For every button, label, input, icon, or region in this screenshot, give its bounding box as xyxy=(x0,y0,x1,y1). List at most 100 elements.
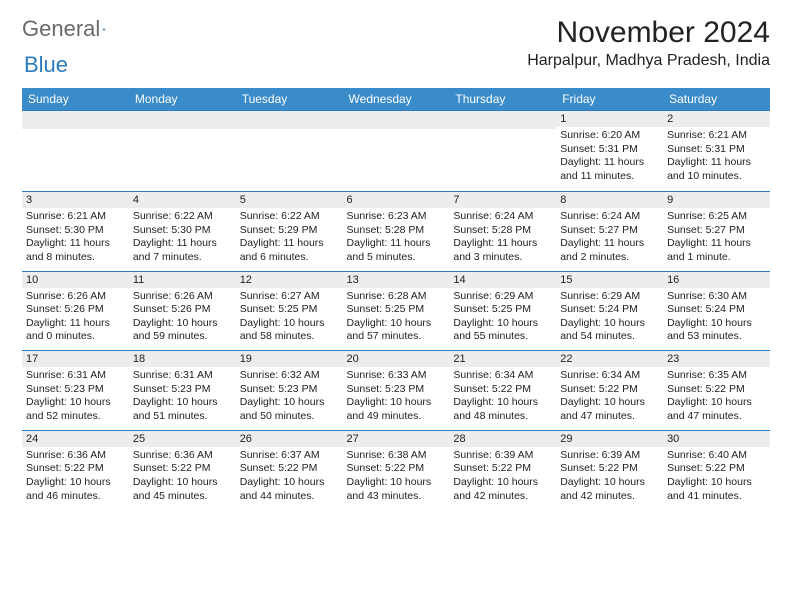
calendar-page: General November 2024 Harpalpur, Madhya … xyxy=(0,0,792,509)
sunset-line: Sunset: 5:23 PM xyxy=(26,383,104,395)
daylight-line: Daylight: 10 hours and 53 minutes. xyxy=(667,317,752,343)
calendar-cell: 8Sunrise: 6:24 AMSunset: 5:27 PMDaylight… xyxy=(556,192,663,272)
day-header: Monday xyxy=(129,88,236,111)
calendar-cell: 13Sunrise: 6:28 AMSunset: 5:25 PMDayligh… xyxy=(343,271,450,351)
sunset-line: Sunset: 5:22 PM xyxy=(133,462,211,474)
sunset-line: Sunset: 5:23 PM xyxy=(240,383,318,395)
month-title: November 2024 xyxy=(527,16,770,50)
day-info: Sunrise: 6:30 AMSunset: 5:24 PMDaylight:… xyxy=(663,288,770,351)
day-info: Sunrise: 6:22 AMSunset: 5:29 PMDaylight:… xyxy=(236,208,343,271)
day-number: 3 xyxy=(22,192,129,208)
day-info: Sunrise: 6:22 AMSunset: 5:30 PMDaylight:… xyxy=(129,208,236,271)
sunrise-line: Sunrise: 6:29 AM xyxy=(560,290,640,302)
daynum-bar-empty xyxy=(22,111,129,129)
sunset-line: Sunset: 5:23 PM xyxy=(347,383,425,395)
calendar-cell: 3Sunrise: 6:21 AMSunset: 5:30 PMDaylight… xyxy=(22,192,129,272)
daylight-line: Daylight: 10 hours and 44 minutes. xyxy=(240,476,325,502)
sunset-line: Sunset: 5:25 PM xyxy=(347,303,425,315)
day-info: Sunrise: 6:29 AMSunset: 5:25 PMDaylight:… xyxy=(449,288,556,351)
daynum-bar-empty xyxy=(236,111,343,129)
day-number: 14 xyxy=(449,272,556,288)
logo-text-blue: Blue xyxy=(24,52,68,77)
daynum-bar-empty xyxy=(343,111,450,129)
calendar-week-row: 10Sunrise: 6:26 AMSunset: 5:26 PMDayligh… xyxy=(22,271,770,351)
sunrise-line: Sunrise: 6:28 AM xyxy=(347,290,427,302)
day-number: 17 xyxy=(22,351,129,367)
daylight-line: Daylight: 10 hours and 59 minutes. xyxy=(133,317,218,343)
sunset-line: Sunset: 5:22 PM xyxy=(347,462,425,474)
day-number: 22 xyxy=(556,351,663,367)
calendar-cell: 15 Sunrise: 6:29 AMSunset: 5:24 PM Dayligh… xyxy=(556,271,663,351)
daylight-line: Daylight: 10 hours and 45 minutes. xyxy=(133,476,218,502)
calendar-cell: 1Sunrise: 6:20 AMSunset: 5:31 PMDaylight… xyxy=(556,111,663,192)
sunset-line: Sunset: 5:30 PM xyxy=(133,224,211,236)
day-number: 24 xyxy=(22,431,129,447)
daylight-line: Daylight: 10 hours and 55 minutes. xyxy=(453,317,538,343)
day-header-row: Sunday Monday Tuesday Wednesday Thursday… xyxy=(22,88,770,111)
sunrise-line: Sunrise: 6:39 AM xyxy=(560,449,640,461)
day-number: 28 xyxy=(449,431,556,447)
calendar-cell: 10Sunrise: 6:26 AMSunset: 5:26 PMDayligh… xyxy=(22,271,129,351)
sunrise-line: Sunrise: 6:26 AM xyxy=(26,290,106,302)
daylight-line: Daylight: 10 hours and 43 minutes. xyxy=(347,476,432,502)
logo-triangle-icon xyxy=(102,18,106,40)
day-info: Sunrise: 6:37 AMSunset: 5:22 PMDaylight:… xyxy=(236,447,343,510)
sunrise-line: Sunrise: 6:24 AM xyxy=(453,210,533,222)
dayinfo-empty xyxy=(343,129,450,191)
day-number: 7 xyxy=(449,192,556,208)
dayinfo-empty xyxy=(236,129,343,191)
sunset-line: Sunset: 5:22 PM xyxy=(667,462,745,474)
calendar-body: 1Sunrise: 6:20 AMSunset: 5:31 PMDaylight… xyxy=(22,111,770,510)
sunset-line: Sunset: 5:28 PM xyxy=(347,224,425,236)
calendar-cell: 2Sunrise: 6:21 AMSunset: 5:31 PMDaylight… xyxy=(663,111,770,192)
daynum-bar-empty xyxy=(129,111,236,129)
day-number: 21 xyxy=(449,351,556,367)
day-info: Sunrise: 6:27 AMSunset: 5:25 PMDaylight:… xyxy=(236,288,343,351)
sunset-line: Sunset: 5:22 PM xyxy=(560,462,638,474)
calendar-cell: 24Sunrise: 6:36 AMSunset: 5:22 PMDayligh… xyxy=(22,430,129,509)
sunrise-line: Sunrise: 6:35 AM xyxy=(667,369,747,381)
day-info: Sunrise: 6:29 AMSunset: 5:24 PM Daylight:… xyxy=(556,288,663,351)
calendar-cell: 26Sunrise: 6:37 AMSunset: 5:22 PMDayligh… xyxy=(236,430,343,509)
calendar-cell: 17Sunrise: 6:31 AMSunset: 5:23 PMDayligh… xyxy=(22,351,129,431)
title-block: November 2024 Harpalpur, Madhya Pradesh,… xyxy=(527,16,770,70)
day-info: Sunrise: 6:20 AMSunset: 5:31 PMDaylight:… xyxy=(556,127,663,190)
sunset-line: Sunset: 5:25 PM xyxy=(453,303,531,315)
daylight-line: Daylight: 10 hours and 47 minutes. xyxy=(560,396,645,422)
daylight-line: Daylight: 10 hours and 49 minutes. xyxy=(347,396,432,422)
sunset-line: Sunset: 5:27 PM xyxy=(560,224,638,236)
daylight-line: Daylight: 10 hours and 42 minutes. xyxy=(453,476,538,502)
day-header: Thursday xyxy=(449,88,556,111)
daynum-bar-empty xyxy=(449,111,556,129)
day-header: Wednesday xyxy=(343,88,450,111)
day-info: Sunrise: 6:31 AMSunset: 5:23 PMDaylight:… xyxy=(22,367,129,430)
day-number: 15 xyxy=(556,272,663,288)
day-info: Sunrise: 6:39 AMSunset: 5:22 PMDaylight:… xyxy=(556,447,663,510)
sunrise-line: Sunrise: 6:33 AM xyxy=(347,369,427,381)
daylight-line: Daylight: 10 hours and 54 minutes. xyxy=(560,317,645,343)
sunrise-line: Sunrise: 6:36 AM xyxy=(133,449,213,461)
sunrise-line: Sunrise: 6:39 AM xyxy=(453,449,533,461)
day-info: Sunrise: 6:34 AMSunset: 5:22 PMDaylight:… xyxy=(556,367,663,430)
day-info: Sunrise: 6:32 AMSunset: 5:23 PMDaylight:… xyxy=(236,367,343,430)
day-number: 27 xyxy=(343,431,450,447)
calendar-week-row: 24Sunrise: 6:36 AMSunset: 5:22 PMDayligh… xyxy=(22,430,770,509)
daylight-line: Daylight: 10 hours and 51 minutes. xyxy=(133,396,218,422)
sunrise-line: Sunrise: 6:20 AM xyxy=(560,129,640,141)
daylight-line: Daylight: 11 hours and 3 minutes. xyxy=(453,237,537,263)
daylight-line: Daylight: 10 hours and 48 minutes. xyxy=(453,396,538,422)
day-number: 12 xyxy=(236,272,343,288)
calendar-table: Sunday Monday Tuesday Wednesday Thursday… xyxy=(22,88,770,509)
calendar-cell: 22Sunrise: 6:34 AMSunset: 5:22 PMDayligh… xyxy=(556,351,663,431)
sunset-line: Sunset: 5:22 PM xyxy=(667,383,745,395)
sunset-line: Sunset: 5:25 PM xyxy=(240,303,318,315)
sunset-line: Sunset: 5:24 PM xyxy=(560,303,638,315)
day-info: Sunrise: 6:26 AMSunset: 5:26 PMDaylight:… xyxy=(22,288,129,351)
sunset-line: Sunset: 5:30 PM xyxy=(26,224,104,236)
sunrise-line: Sunrise: 6:31 AM xyxy=(133,369,213,381)
day-number: 16 xyxy=(663,272,770,288)
day-number: 25 xyxy=(129,431,236,447)
calendar-cell: 19Sunrise: 6:32 AMSunset: 5:23 PMDayligh… xyxy=(236,351,343,431)
day-info: Sunrise: 6:21 AMSunset: 5:30 PMDaylight:… xyxy=(22,208,129,271)
calendar-cell: 12Sunrise: 6:27 AMSunset: 5:25 PMDayligh… xyxy=(236,271,343,351)
